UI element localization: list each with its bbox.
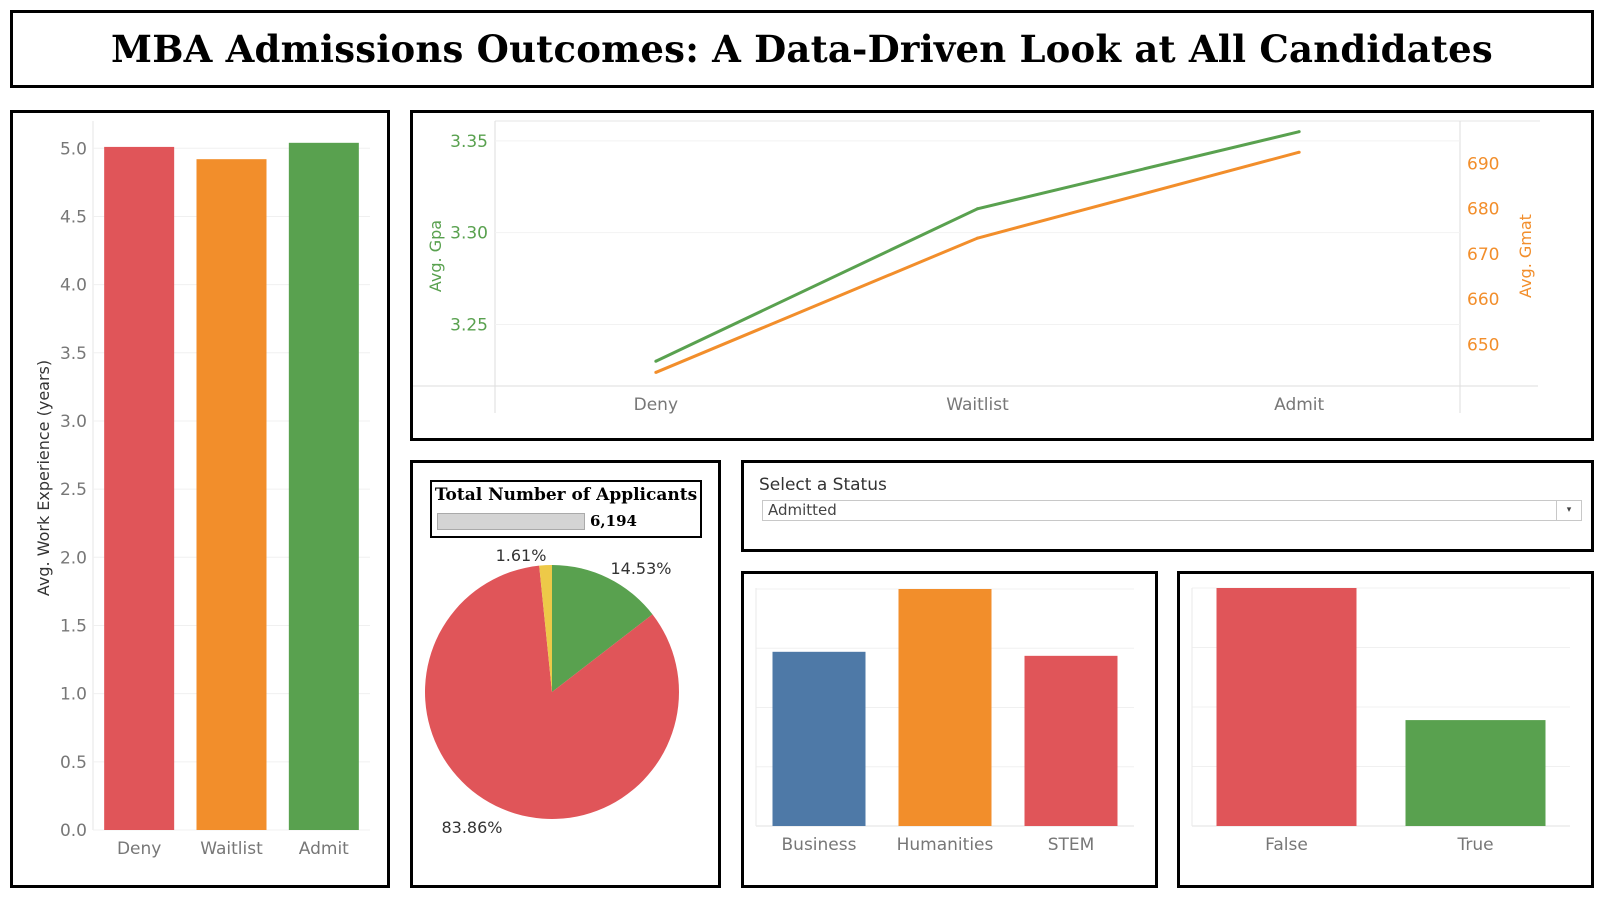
left-tick-label: 3.35 xyxy=(450,132,488,152)
left-tick-label: 3.25 xyxy=(450,315,488,335)
major-bar-chart: Business Humanities STEM xyxy=(755,588,1134,855)
bar xyxy=(1024,655,1118,826)
gpa-point xyxy=(1297,130,1301,134)
y-tick-label: 3.5 xyxy=(60,344,87,364)
gmat-point xyxy=(1297,150,1301,154)
x-tick-label: Humanities xyxy=(897,835,994,855)
chevron-down-icon[interactable]: ▾ xyxy=(1556,501,1581,520)
pie-slice-label: 83.86% xyxy=(441,818,502,837)
x-tick-label: Admit xyxy=(1274,395,1324,415)
right-tick-label: 670 xyxy=(1467,245,1499,265)
x-tick-label: Business xyxy=(782,835,857,855)
total-applicants-kpi: Total Number of Applicants 6,194 xyxy=(430,480,702,538)
bar xyxy=(772,651,866,826)
bar xyxy=(1216,588,1357,826)
dashboard-title-panel: MBA Admissions Outcomes: A Data-Driven L… xyxy=(10,10,1594,88)
applicants-pie-panel: Total Number of Applicants 6,194 14.53% 8… xyxy=(410,460,721,888)
gpa-gmat-chart-panel: 3.25 3.30 3.35 650 660 670 680 690 Deny Waitlist A… xyxy=(410,110,1594,441)
kpi-value: 6,194 xyxy=(590,512,637,530)
y-axis-title: Avg. Work Experience (years) xyxy=(34,360,53,596)
pie-slice xyxy=(425,565,679,819)
dashboard-title: MBA Admissions Outcomes: A Data-Driven L… xyxy=(111,27,1493,71)
x-tick-label: Deny xyxy=(117,839,161,859)
true-false-chart-panel: False True xyxy=(1177,571,1594,888)
gmat-point xyxy=(654,370,658,374)
work-experience-chart: 0.0 0.5 1.0 1.5 2.0 2.5 3.0 3.5 4.0 4.5 5.0 Deny Wai… xyxy=(34,121,370,859)
gpa-gmat-line-chart: 3.25 3.30 3.35 650 660 670 680 690 Deny Waitlist A… xyxy=(413,120,1540,415)
y-tick-label: 1.5 xyxy=(60,616,87,636)
true-false-bar-chart: False True xyxy=(1191,587,1570,855)
x-tick-label: STEM xyxy=(1048,835,1095,855)
right-tick-label: 650 xyxy=(1467,335,1499,355)
bar xyxy=(1405,720,1546,826)
gmat-line xyxy=(655,150,1300,374)
y-tick-label: 0.5 xyxy=(60,753,87,773)
x-tick-label: Deny xyxy=(634,395,678,415)
pie-slice xyxy=(552,565,653,692)
left-axis-title: Avg. Gpa xyxy=(426,220,445,292)
major-chart-panel: Business Humanities STEM xyxy=(741,571,1158,888)
status-share-pie-chart: 14.53% 83.86% 1.61% xyxy=(425,546,679,837)
kpi-title: Total Number of Applicants xyxy=(434,485,698,505)
pie-slice-label: 14.53% xyxy=(610,559,671,578)
bar xyxy=(288,142,359,831)
y-tick-label: 5.0 xyxy=(60,139,87,159)
right-axis-title: Avg. Gmat xyxy=(1516,214,1535,298)
gpa-point xyxy=(976,207,979,211)
x-tick-label: Admit xyxy=(299,839,349,859)
gpa-point xyxy=(654,359,658,363)
y-tick-label: 0.0 xyxy=(60,821,87,841)
x-tick-label: Waitlist xyxy=(946,395,1009,415)
pie-slice-label: 1.61% xyxy=(496,546,547,565)
y-tick-label: 2.0 xyxy=(60,548,87,568)
y-tick-label: 2.5 xyxy=(60,480,87,500)
right-tick-label: 690 xyxy=(1467,155,1499,175)
x-tick-label: False xyxy=(1265,835,1308,855)
status-filter-panel: Select a Status Admitted ▾ xyxy=(741,460,1594,552)
bar xyxy=(898,589,992,826)
right-tick-label: 660 xyxy=(1467,290,1499,310)
y-tick-label: 3.0 xyxy=(60,412,87,432)
kpi-bar xyxy=(437,513,585,530)
pie-slice xyxy=(539,565,552,692)
work-experience-chart-panel: 0.0 0.5 1.0 1.5 2.0 2.5 3.0 3.5 4.0 4.5 5.0 Deny Wai… xyxy=(10,110,390,888)
status-dropdown-value: Admitted xyxy=(768,501,837,519)
status-filter-label: Select a Status xyxy=(759,475,887,495)
status-dropdown[interactable]: Admitted ▾ xyxy=(762,500,1582,521)
y-tick-label: 1.0 xyxy=(60,685,87,705)
x-tick-label: True xyxy=(1456,835,1493,855)
gmat-point xyxy=(976,236,979,240)
bar xyxy=(104,146,175,830)
y-tick-label: 4.0 xyxy=(60,276,87,296)
gpa-line xyxy=(655,130,1300,363)
y-tick-label: 4.5 xyxy=(60,207,87,227)
right-tick-label: 680 xyxy=(1467,200,1499,220)
x-tick-label: Waitlist xyxy=(200,839,263,859)
left-tick-label: 3.30 xyxy=(450,224,488,244)
bar xyxy=(196,159,267,830)
